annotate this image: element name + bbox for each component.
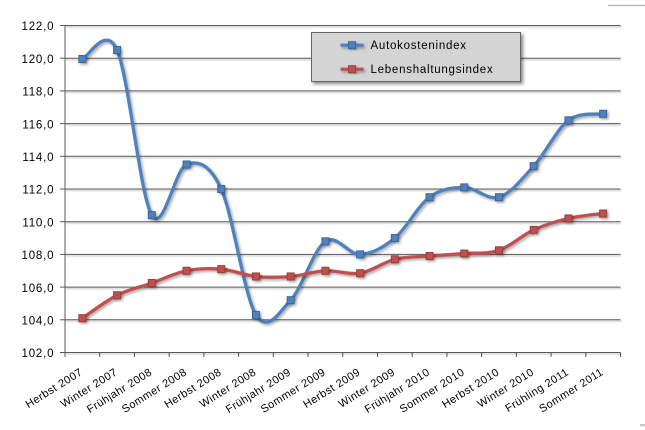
svg-text:118,0: 118,0 (22, 87, 54, 99)
svg-text:114,0: 114,0 (22, 152, 54, 164)
svg-text:112,0: 112,0 (22, 185, 54, 197)
svg-text:110,0: 110,0 (22, 217, 54, 229)
svg-text:104,0: 104,0 (22, 316, 55, 328)
svg-text:116,0: 116,0 (22, 119, 54, 131)
svg-text:108,0: 108,0 (22, 250, 55, 262)
svg-text:106,0: 106,0 (22, 283, 55, 295)
svg-text:Lebenshaltungsindex: Lebenshaltungsindex (371, 64, 494, 76)
svg-text:Autokostenindex: Autokostenindex (371, 40, 467, 52)
svg-text:102,0: 102,0 (22, 348, 55, 360)
svg-text:120,0: 120,0 (22, 54, 55, 66)
svg-text:122,0: 122,0 (22, 21, 55, 33)
